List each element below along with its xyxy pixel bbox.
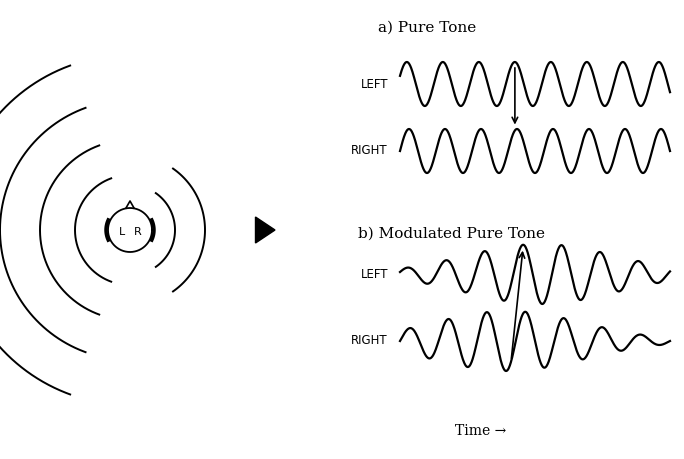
Polygon shape xyxy=(108,208,152,252)
Polygon shape xyxy=(256,217,275,243)
Text: RIGHT: RIGHT xyxy=(352,335,388,347)
Text: RIGHT: RIGHT xyxy=(352,145,388,157)
Text: L: L xyxy=(119,227,125,237)
Text: R: R xyxy=(134,227,142,237)
Text: b) Modulated Pure Tone: b) Modulated Pure Tone xyxy=(358,227,545,241)
Text: LEFT: LEFT xyxy=(360,268,388,280)
Text: LEFT: LEFT xyxy=(360,78,388,90)
Text: a) Pure Tone: a) Pure Tone xyxy=(378,21,476,35)
Text: Time →: Time → xyxy=(455,424,506,438)
